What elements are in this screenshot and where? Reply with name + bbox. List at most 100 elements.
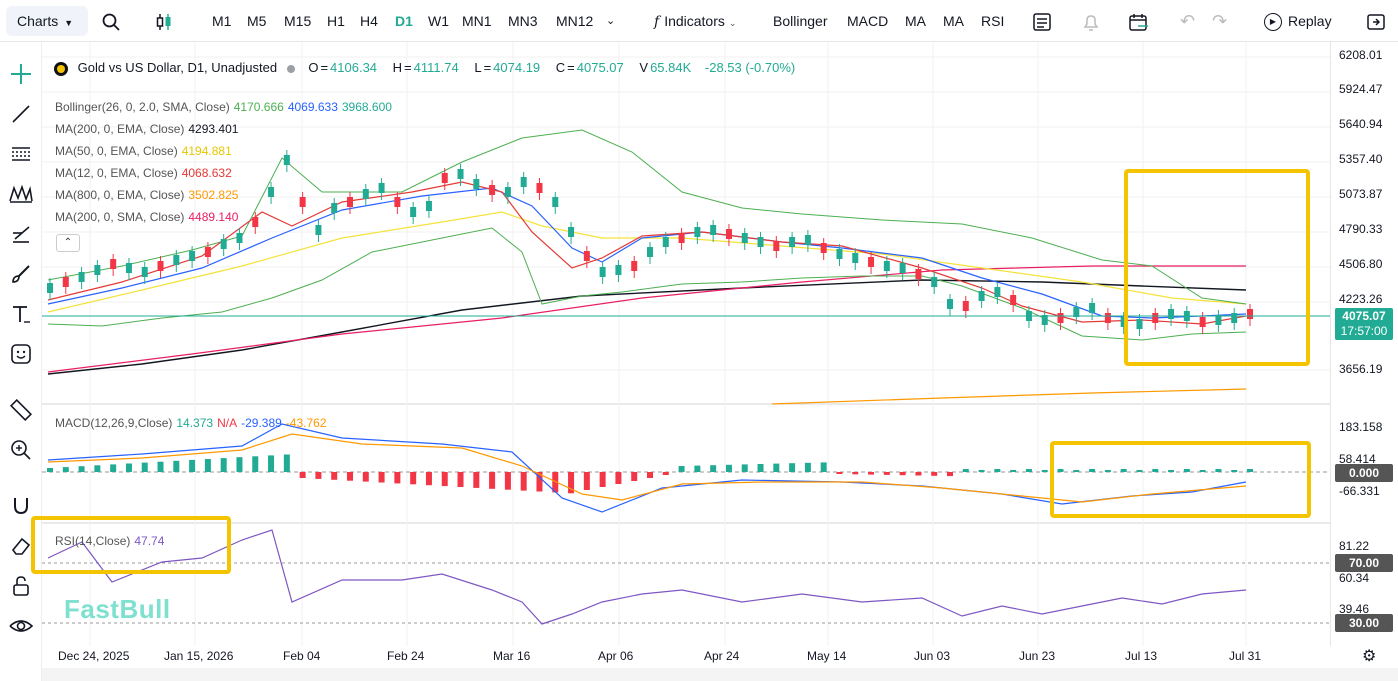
candle-body xyxy=(1199,317,1206,327)
candle-body xyxy=(1247,309,1253,319)
price-tick: 4790.33 xyxy=(1339,222,1383,236)
timeframe-h1[interactable]: H1 xyxy=(327,13,345,29)
ma200-sma-legend[interactable]: MA(200, 0, SMA, Close) 4489.140 xyxy=(55,210,242,224)
replay-button[interactable]: ▶ Replay xyxy=(1264,0,1332,42)
candle-body xyxy=(520,177,527,187)
timeframe-h4[interactable]: H4 xyxy=(360,13,378,29)
crosshair-tool[interactable] xyxy=(6,59,36,89)
collapse-legend-button[interactable]: ⌃ xyxy=(56,234,80,252)
indicator-macd[interactable]: MACD xyxy=(847,13,889,29)
charts-menu-button[interactable]: Charts ▼ xyxy=(6,6,88,36)
symbol-title[interactable]: Gold vs US Dollar, D1, Unadjusted xyxy=(77,60,278,75)
price-tick: 5640.94 xyxy=(1339,117,1383,131)
indicator-ma-2[interactable]: MA xyxy=(943,13,964,29)
lock-tool[interactable] xyxy=(6,571,36,601)
ma50-ema-legend[interactable]: MA(50, 0, EMA, Close) 4194.881 xyxy=(55,144,236,158)
magnet-tool[interactable] xyxy=(6,491,36,521)
timeframe-w1[interactable]: W1 xyxy=(428,13,449,29)
macd-histogram-bar xyxy=(125,463,132,472)
macd-histogram-bar xyxy=(283,454,290,472)
emoji-icon xyxy=(11,344,31,364)
candle-body xyxy=(204,247,211,257)
candle-body xyxy=(157,261,164,271)
macd-histogram-bar xyxy=(236,457,243,472)
macd-legend[interactable]: MACD(12,26,9,Close) 14.373 N/A -29.389 -43.7… xyxy=(55,416,331,430)
candle-body xyxy=(425,201,432,211)
price-tick: 6208.01 xyxy=(1339,48,1383,62)
candle-body xyxy=(1136,319,1143,329)
timeframe-mn1[interactable]: MN1 xyxy=(462,13,492,29)
macd-line xyxy=(47,423,1247,513)
settings-gear-icon[interactable]: ⚙ xyxy=(1362,648,1377,665)
ma800-ema-legend[interactable]: MA(800, 0, EMA, Close) 3502.825 xyxy=(55,188,242,202)
macd-histogram-bar xyxy=(1089,469,1096,472)
macd-histogram-bar xyxy=(47,468,53,472)
candle-body xyxy=(315,225,322,235)
fullscreen-button[interactable] xyxy=(1366,0,1386,42)
layout-button[interactable] xyxy=(1032,0,1052,42)
indicator-bollinger[interactable]: Bollinger xyxy=(773,13,828,29)
price-tick: 3656.19 xyxy=(1339,362,1383,376)
trend-line-tool[interactable] xyxy=(6,99,36,129)
fib-tool[interactable] xyxy=(6,219,36,249)
macd-histogram-bar xyxy=(1073,470,1080,472)
redo-icon[interactable]: ↷ xyxy=(1212,11,1228,31)
timeframe-d1[interactable]: D1 xyxy=(395,13,413,29)
ma200-ema-legend[interactable]: MA(200, 0, EMA, Close) 4293.401 xyxy=(55,122,242,136)
change-value: -28.53 (-0.70%) xyxy=(704,60,796,75)
pattern-tool[interactable] xyxy=(6,179,36,209)
rsi-value: 47.74 xyxy=(134,534,165,548)
ma12-ema-legend[interactable]: MA(12, 0, EMA, Close) 4068.632 xyxy=(55,166,236,180)
time-tick: Feb 24 xyxy=(387,649,425,663)
calendar-button[interactable] xyxy=(1128,0,1150,42)
search-button[interactable] xyxy=(102,0,120,42)
alert-button[interactable] xyxy=(1081,0,1101,42)
bollinger-legend[interactable]: Bollinger(26, 0, 2.0, SMA, Close) 4170.66… xyxy=(55,100,396,114)
timeframe-mn3[interactable]: MN3 xyxy=(508,13,538,29)
last-price-tag: 4075.07 17:57:00 xyxy=(1335,308,1393,340)
candle-body xyxy=(868,257,875,267)
visibility-tool[interactable] xyxy=(6,611,36,641)
chart-canvas[interactable] xyxy=(42,42,1330,646)
high-label: H xyxy=(392,60,403,75)
text-tool[interactable] xyxy=(6,299,36,329)
chart-area[interactable] xyxy=(42,42,1330,646)
undo-icon[interactable]: ↶ xyxy=(1180,11,1196,31)
candle-body xyxy=(62,277,69,287)
timeframe-m1[interactable]: M1 xyxy=(212,13,232,29)
macd-histogram-bar xyxy=(1231,470,1238,472)
timeframe-m5[interactable]: M5 xyxy=(247,13,267,29)
last-price: 4075.07 xyxy=(1342,309,1386,323)
chart-type-button[interactable] xyxy=(154,0,174,42)
indicator-rsi[interactable]: RSI xyxy=(981,13,1005,29)
ruler-tool[interactable] xyxy=(6,395,36,425)
price-scale[interactable]: 6208.01 5924.47 5640.94 5357.40 5073.87 … xyxy=(1330,42,1398,646)
candle-body xyxy=(1215,315,1222,325)
bottom-scroll-strip[interactable] xyxy=(42,668,1398,681)
indicator-ma-1[interactable]: MA xyxy=(905,13,926,29)
symbol-icon xyxy=(54,61,68,76)
eraser-tool[interactable] xyxy=(6,531,36,561)
time-axis[interactable]: Dec 24, 2025 Jan 15, 2026 Feb 04 Feb 24 … xyxy=(42,646,1398,668)
macd-histogram-bar xyxy=(773,463,780,472)
timeframe-mn12[interactable]: MN12 xyxy=(556,13,594,29)
emoji-tool[interactable] xyxy=(6,339,36,369)
macd-histogram-bar xyxy=(678,466,685,472)
horizontal-lines-tool[interactable] xyxy=(6,139,36,169)
top-toolbar: Charts ▼ M1 M5 M15 H1 H4 D1 W1 MN1 MN3 MN… xyxy=(0,0,1398,42)
timeframe-m15[interactable]: M15 xyxy=(284,13,312,29)
macd-histogram-bar xyxy=(615,472,622,484)
open-label: O xyxy=(308,60,319,75)
macd-histogram-bar xyxy=(662,472,669,475)
indicators-label: Indicators xyxy=(664,13,725,29)
rsi-legend[interactable]: RSI(14,Close) 47.74 xyxy=(55,534,168,548)
candle-body xyxy=(568,227,575,237)
brush-tool[interactable] xyxy=(6,259,36,289)
timeframe-more-chevron-icon[interactable]: ⌄ xyxy=(606,15,616,27)
candle-body xyxy=(1231,313,1238,323)
indicators-button[interactable]: f Indicators ⌄ xyxy=(654,0,736,42)
brush-icon xyxy=(12,265,30,283)
candle-body xyxy=(110,259,117,269)
zoom-in-tool[interactable] xyxy=(6,435,36,465)
time-tick: Jan 15, 2026 xyxy=(164,649,234,663)
